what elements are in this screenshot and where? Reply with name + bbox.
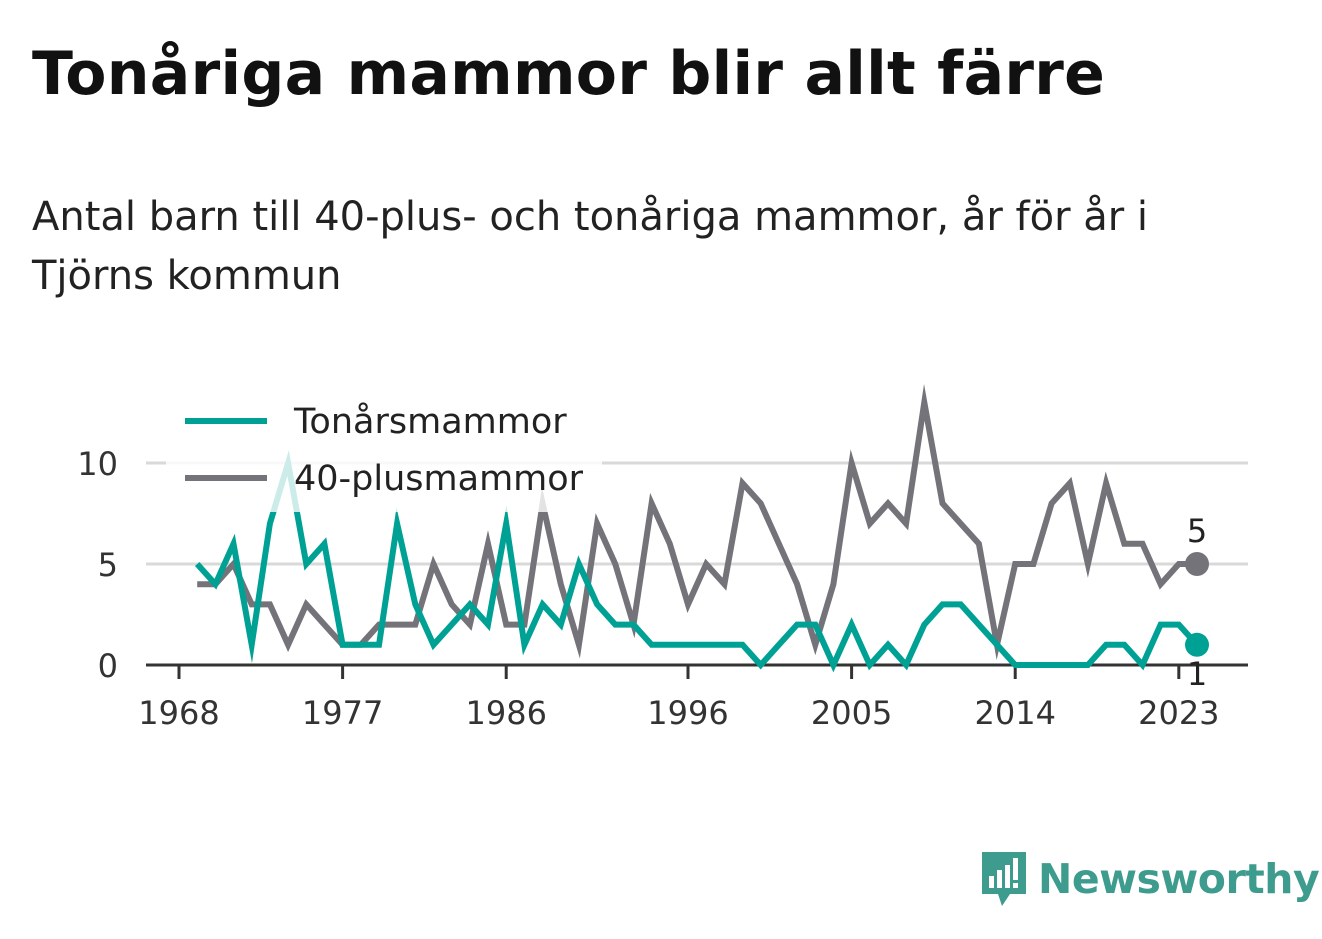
end-marker-tonarsmammor [1185, 632, 1209, 657]
data-series [194, 383, 1200, 673]
newsworthy-logo: Newsworthy [980, 848, 1320, 910]
end-labels: 15 [1185, 512, 1209, 693]
brand-name: Newsworthy [1038, 855, 1320, 903]
x-tick-label: 1968 [138, 694, 219, 732]
end-label-tonarsmammor: 1 [1187, 655, 1207, 693]
end-label-40-plusmammor: 5 [1187, 512, 1207, 550]
newsworthy-logo-icon [982, 852, 1026, 906]
x-tick-label: 1996 [647, 694, 728, 732]
x-tick-label: 1986 [465, 694, 546, 732]
legend: Tonårsmammor 40-plusmammor [166, 394, 602, 512]
y-axis-labels: 0 5 10 [77, 445, 118, 685]
x-tick-label: 2005 [811, 694, 892, 732]
legend-background [166, 394, 602, 512]
x-tick-label: 2023 [1138, 694, 1219, 732]
series-line-tonarsmammor [194, 450, 1200, 673]
legend-label-40-plusmammor: 40-plusmammor [294, 459, 584, 499]
line-chart: 1968 1977 1986 1996 2005 2014 2023 0 5 10 Tonårs… [77, 383, 1248, 732]
y-tick-label: 0 [98, 647, 118, 685]
series-line-40-plusmammor [197, 383, 1197, 660]
x-tick-label: 2014 [974, 694, 1055, 732]
x-axis: 1968 1977 1986 1996 2005 2014 2023 [138, 663, 1248, 732]
chart-title: Tonåriga mammor blir allt färre [32, 39, 1106, 109]
y-tick-label: 10 [77, 445, 118, 483]
legend-label-tonarsmammor: Tonårsmammor [293, 401, 567, 442]
chart-subtitle: Antal barn till 40-plus- och tonåriga ma… [32, 194, 1149, 299]
end-marker-40-plusmammor [1185, 552, 1209, 576]
y-tick-label: 5 [98, 546, 118, 584]
x-tick-label: 1977 [302, 694, 383, 732]
